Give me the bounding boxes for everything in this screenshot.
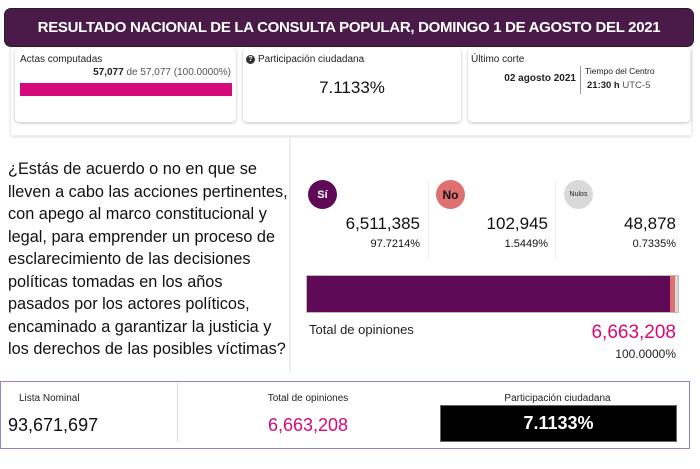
si-badge: Sí xyxy=(308,180,337,209)
consulta-question: ¿Estás de acuerdo o no en que se lleven … xyxy=(8,160,288,358)
total-value: 6,663,208 xyxy=(591,322,676,343)
participacion-card: ? Participación ciudadana 7.1133% xyxy=(243,48,461,122)
participacion-label: Participación ciudadana xyxy=(258,54,365,65)
bar-segment-nulos xyxy=(675,276,678,312)
actas-card: Actas computadas 57,077 de 57,077 (100.0… xyxy=(15,48,236,122)
si-votes: 6,511,385 xyxy=(345,214,420,233)
actas-total: de 57,077 (100.0000%) xyxy=(126,67,231,78)
bar-segment-no xyxy=(669,276,676,312)
corte-zone: Tiempo del Centro xyxy=(585,66,655,76)
actas-progress xyxy=(20,83,232,96)
no-badge: No xyxy=(436,180,465,209)
actas-progress-fill xyxy=(20,83,232,96)
corte-label: Último corte xyxy=(471,54,525,65)
question-circle-icon[interactable]: ? xyxy=(246,55,255,64)
option-nulos: Nulos 48,878 0.7335% xyxy=(564,180,676,270)
no-votes: 102,945 xyxy=(486,214,548,233)
summary-footer: Lista Nominal 93,671,697 Total de opinio… xyxy=(0,381,690,449)
ultimo-corte-card: Último corte 02 agosto 2021 Tiempo del C… xyxy=(468,48,690,122)
results-bar xyxy=(306,275,679,313)
footer-total-value: 6,663,208 xyxy=(267,415,349,435)
corte-date: 02 agosto 2021 xyxy=(504,73,576,84)
page-title-banner: RESULTADO NACIONAL DE LA CONSULTA POPULA… xyxy=(4,8,694,47)
option-no: No 102,945 1.5449% xyxy=(436,180,548,270)
nulos-percent: 0.7335% xyxy=(632,238,676,250)
actas-counted: 57,077 xyxy=(93,67,124,78)
lista-nominal-value: 93,671,697 xyxy=(8,415,99,435)
lista-nominal-label: Lista Nominal xyxy=(19,393,80,404)
participacion-value: 7.1133% xyxy=(319,78,385,97)
corte-time: 21:30 h xyxy=(587,80,620,91)
actas-label: Actas computadas xyxy=(20,54,103,65)
total-label: Total de opiniones xyxy=(309,322,414,337)
total-percent: 100.0000% xyxy=(615,347,676,361)
no-percent: 1.5449% xyxy=(504,238,548,250)
option-si: Sí 6,511,385 97.7214% xyxy=(306,180,420,270)
footer-participacion-value: 7.1133% xyxy=(440,405,677,442)
bar-segment-si xyxy=(307,276,670,312)
nulos-badge: Nulos xyxy=(564,180,593,209)
nulos-votes: 48,878 xyxy=(624,214,676,233)
corte-utc: UTC-5 xyxy=(622,80,651,91)
footer-participacion-label: Participación ciudadana xyxy=(504,393,611,404)
divider xyxy=(289,138,291,373)
si-percent: 97.7214% xyxy=(370,238,420,250)
footer-total-label: Total de opiniones xyxy=(267,393,349,404)
